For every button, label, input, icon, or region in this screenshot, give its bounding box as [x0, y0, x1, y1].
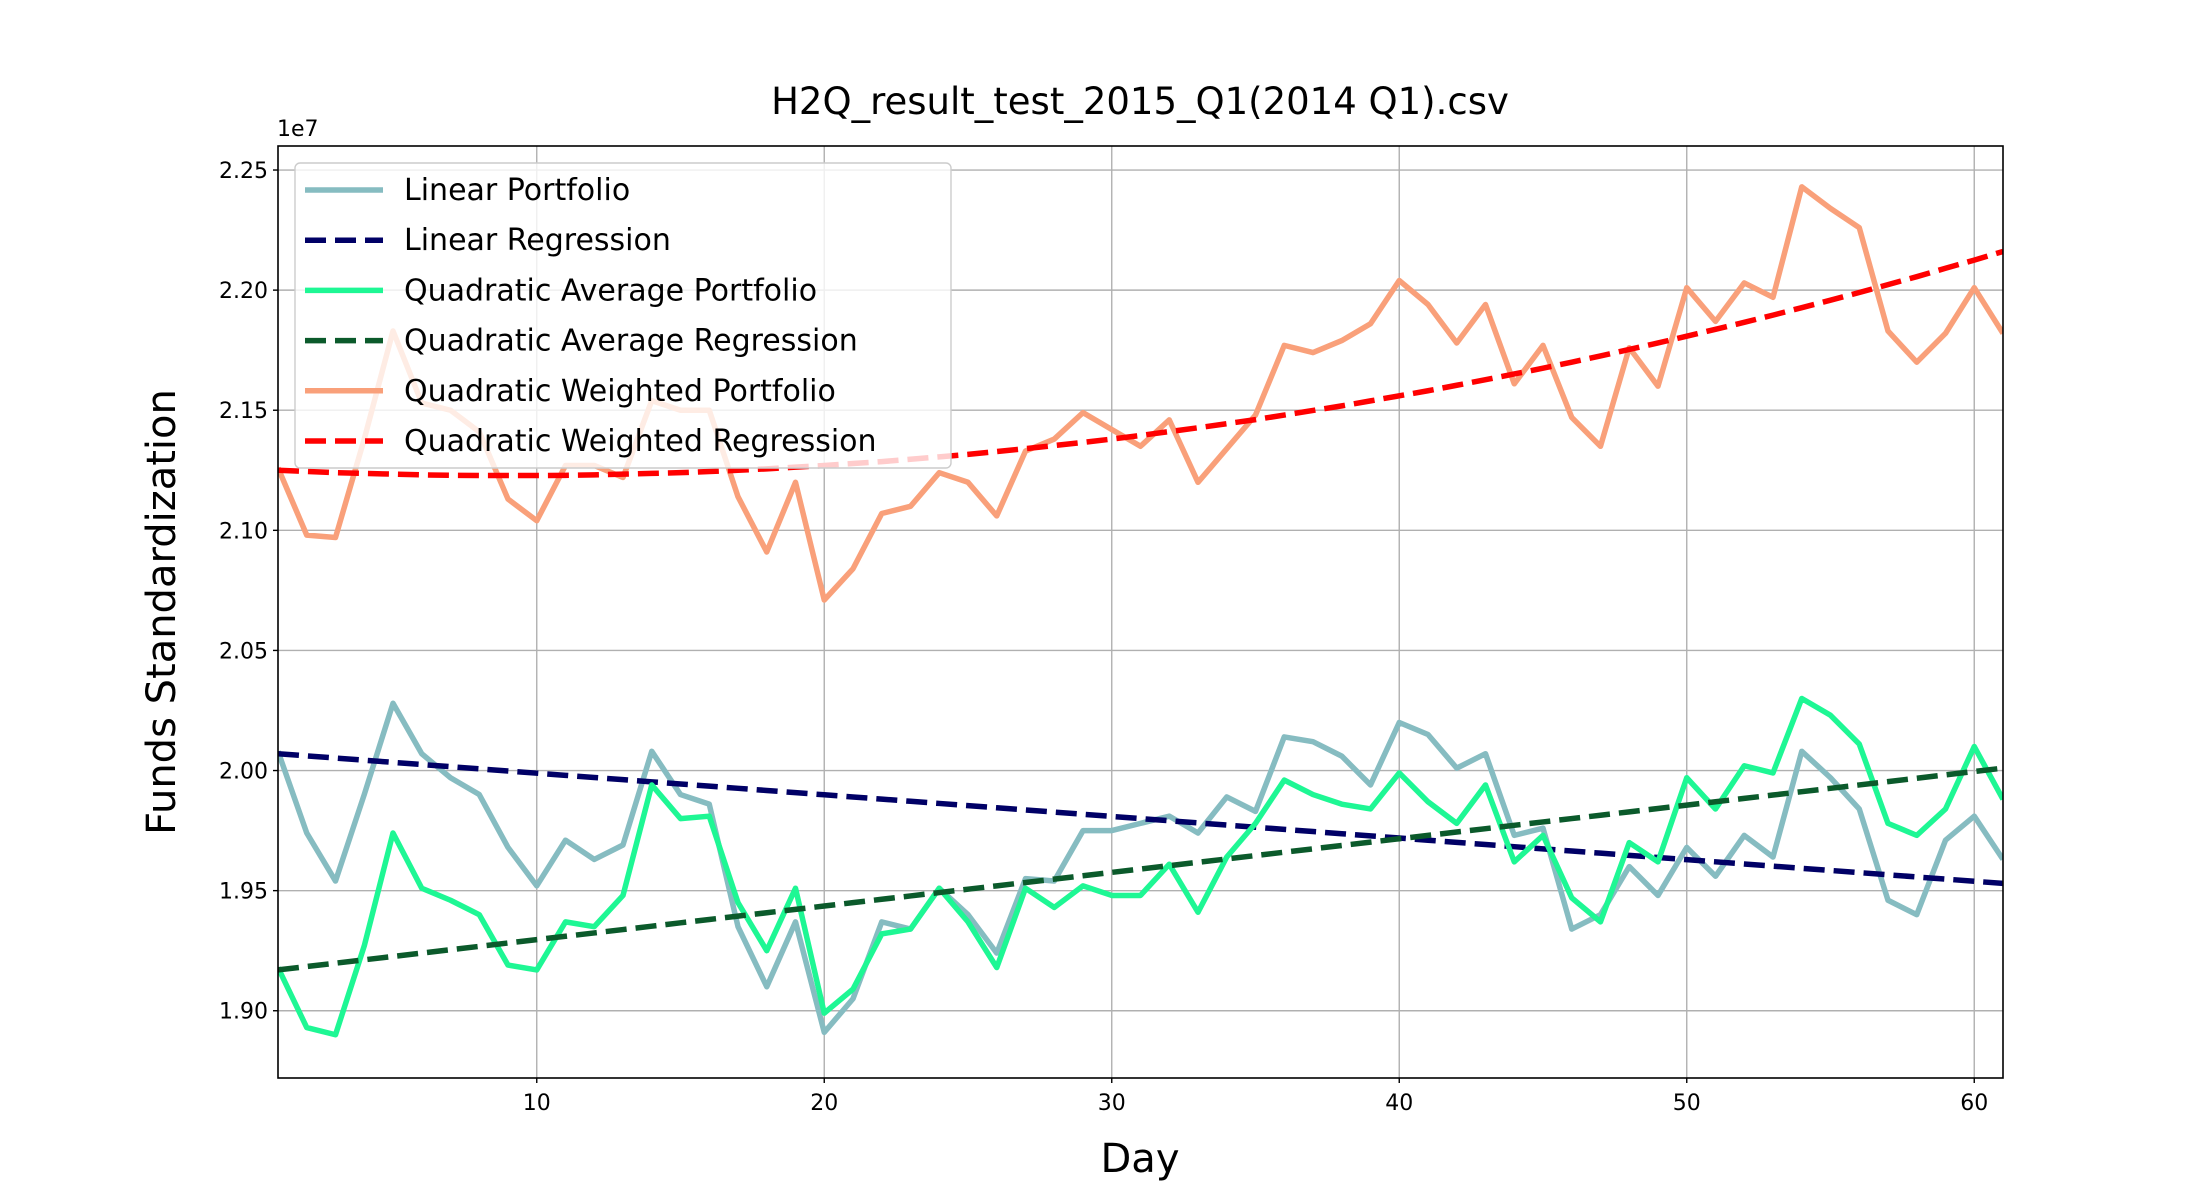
x-axis-label: Day: [1101, 1136, 1180, 1182]
series-line: [278, 248, 2003, 479]
x-tick-label: 50: [1673, 1091, 1701, 1116]
y-tick-label: 2.20: [219, 279, 268, 304]
ticks: 10 20 30 40 50 60 1.90 1.95 2.00 2.05 2.10 2.15 2.20…: [219, 159, 1988, 1116]
y-tick-label: 2.10: [219, 519, 268, 544]
series-line: [278, 700, 2003, 1036]
y-tick-label: 2.00: [219, 760, 268, 785]
legend-box: [294, 162, 952, 469]
legend-label: Quadratic Weighted Portfolio: [404, 374, 836, 409]
legend-label: Linear Portfolio: [404, 173, 630, 208]
series-line: [278, 765, 2003, 973]
chart-title: H2Q_result_test_2015_Q1(2014 Q1).csv: [771, 80, 1509, 123]
x-tick-label: 20: [810, 1091, 838, 1116]
legend-label: Quadratic Average Regression: [404, 324, 858, 359]
legend-label: Linear Regression: [404, 223, 671, 258]
y-tick-label: 2.05: [219, 639, 268, 664]
x-tick-label: 10: [523, 1091, 551, 1116]
legend-label: Quadratic Weighted Regression: [404, 424, 877, 459]
y-tick-label: 2.25: [219, 159, 268, 184]
axes-frame: [277, 145, 2004, 1079]
x-tick-label: 30: [1098, 1091, 1126, 1116]
y-tick-label: 1.90: [219, 1000, 268, 1025]
y-offset-label: 1e7: [277, 117, 319, 142]
x-tick-label: 60: [1960, 1091, 1988, 1116]
x-tick-label: 40: [1385, 1091, 1413, 1116]
series-line: [278, 750, 2003, 887]
legend-label: Quadratic Average Portfolio: [404, 273, 817, 308]
y-axis-label: Funds Standardization: [139, 389, 185, 835]
series-line: [278, 695, 2003, 1038]
legend: Linear Portfolio Linear Regression Quadrat…: [294, 162, 952, 469]
y-tick-label: 2.15: [219, 399, 268, 424]
y-tick-label: 1.95: [219, 880, 268, 905]
